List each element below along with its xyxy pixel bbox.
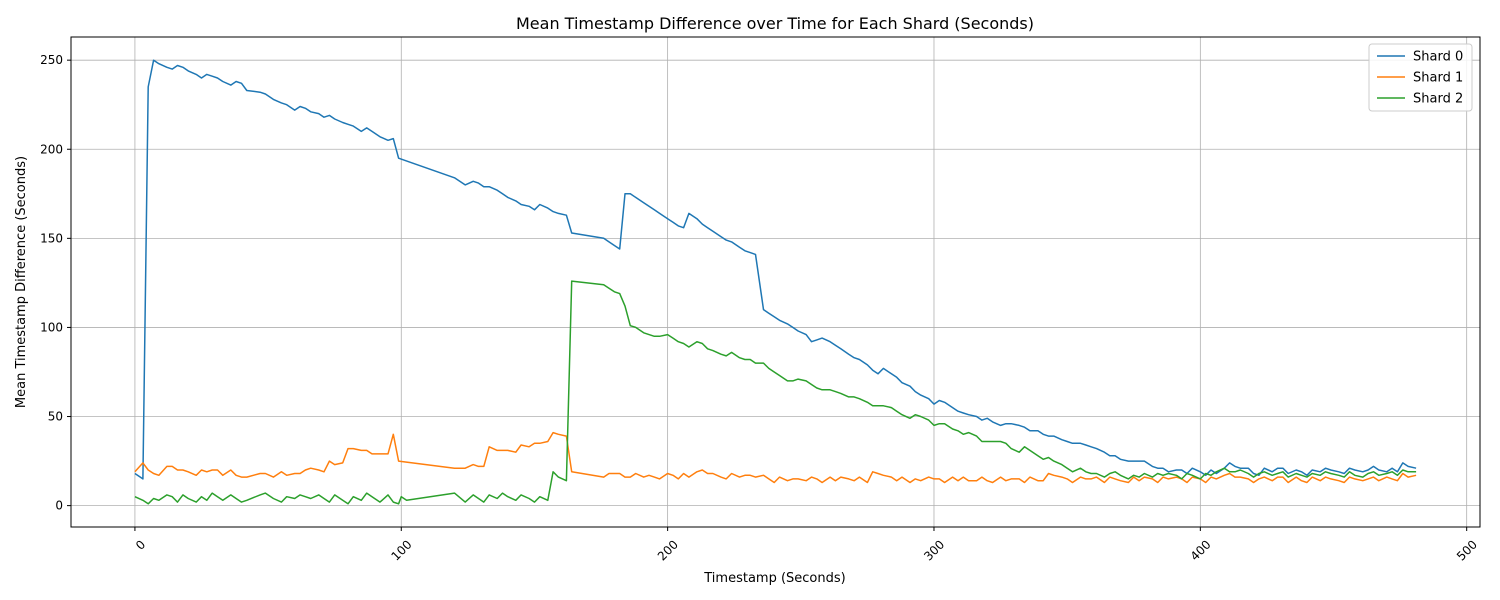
series-line-shard-1 <box>134 431 1417 484</box>
legend-label: Shard 2 <box>1413 92 1463 107</box>
y-axis-title: Mean Timestamp Difference (Seconds) <box>14 156 29 408</box>
legend-box <box>1368 43 1473 112</box>
y-tick-label: 150 <box>40 231 63 245</box>
series-line-shard-2 <box>134 280 1417 505</box>
y-tick-label: 0 <box>55 499 63 513</box>
y-tick-label: 250 <box>40 53 63 67</box>
plot-frame <box>70 36 1481 528</box>
x-axis-title: Timestamp (Seconds) <box>703 571 845 586</box>
chart-title: Mean Timestamp Difference over Time for … <box>516 14 1034 33</box>
legend-label: Shard 1 <box>1413 71 1463 86</box>
y-tick-label: 200 <box>40 142 63 156</box>
series-line-shard-0 <box>134 59 1417 480</box>
grid-lines <box>71 37 1480 527</box>
y-tick-label: 50 <box>48 410 63 424</box>
legend-label: Shard 0 <box>1413 50 1463 65</box>
series-layer <box>134 59 1417 505</box>
y-axis-ticks: 0 50 100 150 200 250 <box>40 53 71 513</box>
y-tick-label: 100 <box>40 320 63 334</box>
legend: Shard 0 Shard 1 Shard 2 <box>1368 43 1473 112</box>
